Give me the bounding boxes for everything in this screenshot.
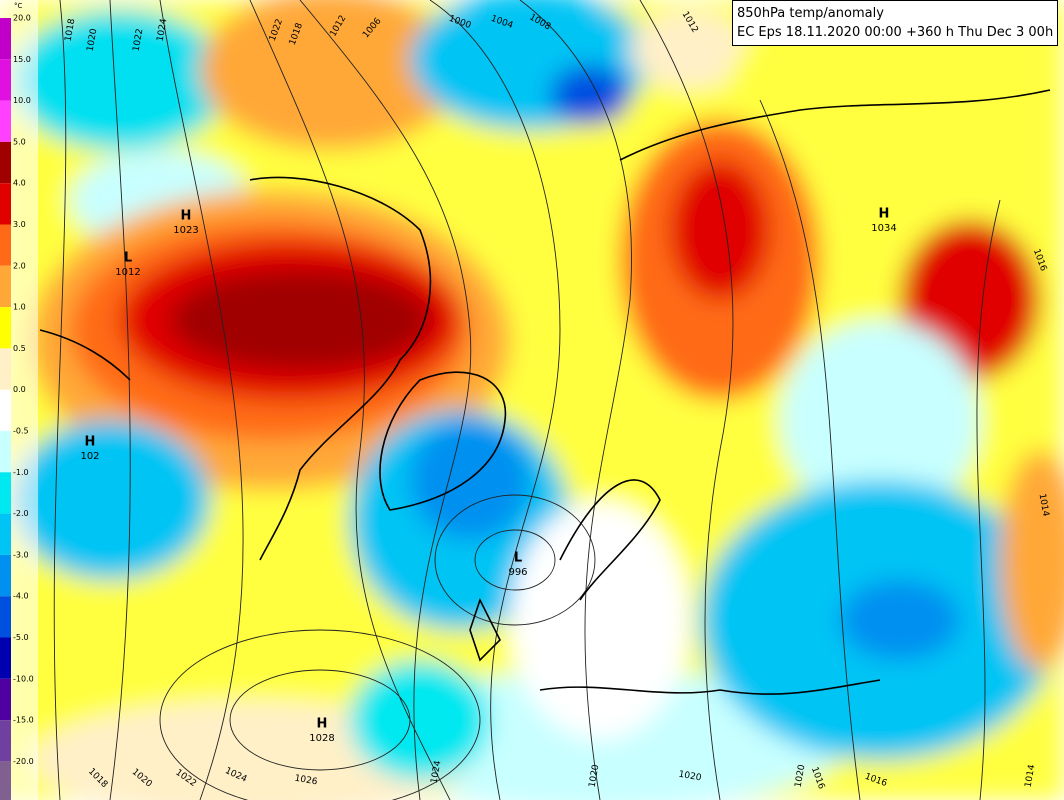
pressure-symbol: H bbox=[181, 209, 192, 224]
isobar-label: 1018 bbox=[64, 18, 78, 43]
legend-swatch bbox=[0, 59, 11, 101]
isobar-label: 1014 bbox=[1024, 764, 1038, 789]
pressure-value: 1028 bbox=[309, 733, 334, 744]
legend-label: 5.0 bbox=[13, 137, 26, 146]
isobar-label: 1020 bbox=[86, 28, 100, 53]
pressure-symbol: H bbox=[317, 717, 328, 732]
legend-swatch bbox=[0, 513, 11, 555]
legend-swatch bbox=[0, 720, 11, 762]
pressure-value: 996 bbox=[508, 567, 527, 578]
isobar-label: 1024 bbox=[430, 760, 444, 785]
legend-label: 4.0 bbox=[13, 179, 26, 188]
legend-label: 10.0 bbox=[13, 96, 31, 105]
legend-label: 3.0 bbox=[13, 220, 26, 229]
legend-label: 2.0 bbox=[13, 261, 26, 270]
legend-label: 0.0 bbox=[13, 385, 26, 394]
isobar-label: 1026 bbox=[294, 774, 319, 788]
legend-swatch bbox=[0, 678, 11, 721]
pressure-value: 1012 bbox=[115, 267, 140, 278]
pressure-symbol: H bbox=[879, 207, 890, 222]
legend-swatch bbox=[0, 431, 11, 473]
legend-swatch bbox=[0, 761, 11, 800]
isobar-label: 1020 bbox=[794, 764, 808, 789]
isobar-label: 1022 bbox=[132, 28, 146, 52]
isobar-label: 1014 bbox=[1037, 493, 1051, 518]
pressure-symbol: H bbox=[85, 435, 96, 450]
legend-swatch bbox=[0, 596, 11, 638]
legend-label: -2.0 bbox=[13, 509, 29, 518]
legend-label: -3.0 bbox=[13, 550, 29, 559]
title: 850hPa temp/anomaly bbox=[737, 6, 884, 21]
legend-swatch bbox=[0, 100, 11, 142]
legend-label: -15.0 bbox=[13, 716, 34, 725]
legend-label: -20.0 bbox=[13, 757, 34, 766]
legend-label: -1.0 bbox=[13, 468, 29, 477]
isobar-label: 1020 bbox=[678, 770, 703, 784]
pressure-value: 1023 bbox=[173, 225, 198, 236]
legend-swatch bbox=[0, 637, 11, 679]
coastlines bbox=[39, 89, 1051, 695]
legend-unit: °C bbox=[14, 2, 23, 10]
pressure-symbol: L bbox=[514, 551, 522, 566]
legend-swatch bbox=[0, 307, 11, 349]
subtitle: EC Eps 18.11.2020 00:00 +360 h Thu Dec 3… bbox=[737, 25, 1054, 40]
legend-swatch bbox=[0, 224, 11, 266]
isobar-label: 1020 bbox=[588, 764, 602, 789]
legend-label: -5.0 bbox=[13, 633, 29, 642]
pressure-symbol: L bbox=[124, 251, 132, 266]
legend-label: 1.0 bbox=[13, 303, 26, 312]
legend-swatch bbox=[0, 265, 11, 308]
legend-label: 20.0 bbox=[13, 14, 31, 23]
legend-label: -4.0 bbox=[13, 592, 29, 601]
legend-label: 0.5 bbox=[13, 344, 26, 353]
legend-swatch bbox=[0, 472, 11, 514]
pressure-value: 1034 bbox=[871, 223, 896, 234]
legend-swatch bbox=[0, 183, 11, 225]
isobars bbox=[53, 0, 1001, 800]
legend-label: 15.0 bbox=[13, 55, 31, 64]
pressure-value: 102 bbox=[80, 451, 99, 462]
legend-swatch bbox=[0, 554, 11, 597]
isobar-label: 1024 bbox=[156, 18, 170, 43]
legend-swatch bbox=[0, 141, 11, 184]
legend-label: -10.0 bbox=[13, 674, 34, 683]
legend-swatch bbox=[0, 348, 11, 390]
legend-swatch bbox=[0, 389, 11, 431]
legend-swatch bbox=[0, 18, 11, 60]
map-header: 850hPa temp/anomaly EC Eps 18.11.2020 00… bbox=[732, 0, 1058, 46]
legend-label: -0.5 bbox=[13, 427, 29, 436]
